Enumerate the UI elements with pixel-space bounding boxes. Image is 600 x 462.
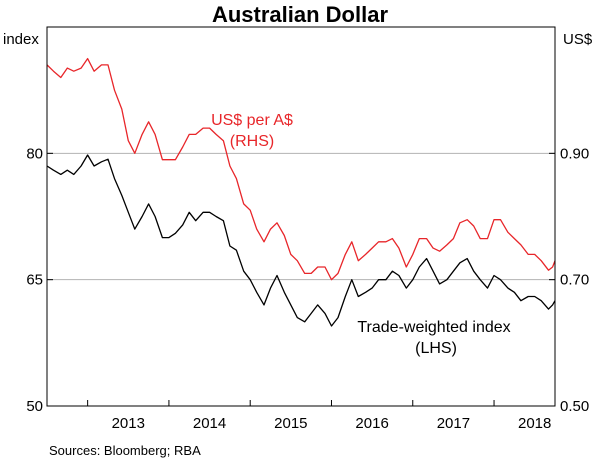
series-axis-note-twi: (LHS) [415, 340, 457, 357]
right-axis-unit: US$ [563, 31, 593, 48]
x-tick-label: 2017 [437, 415, 470, 432]
series-label-twi: Trade-weighted index [357, 319, 510, 336]
left-axis-unit: index [3, 31, 39, 48]
chart-title: Australian Dollar [212, 2, 388, 27]
axis-ticks: 50 65 80 0.50 0.70 0.90 2013 2014 2015 2016 2017 20… [26, 145, 589, 432]
series-label-usd: US$ per A$ [211, 112, 293, 129]
x-tick-label: 2013 [112, 415, 145, 432]
source-note: Sources: Bloomberg; RBA [49, 443, 201, 458]
x-tick-label: 2014 [193, 415, 226, 432]
gridlines [47, 152, 555, 281]
left-tick-label: 80 [26, 145, 43, 162]
plot-frame [46, 26, 556, 407]
right-tick-label: 0.90 [560, 145, 589, 162]
x-tick-label: 2018 [518, 415, 551, 432]
x-tick-label: 2016 [355, 415, 388, 432]
left-tick-label: 65 [26, 272, 43, 289]
right-tick-label: 0.70 [560, 272, 589, 289]
x-tick-label: 2015 [274, 415, 307, 432]
left-tick-label: 50 [26, 398, 43, 415]
series-line-usd [46, 57, 556, 281]
series-lines [46, 57, 556, 327]
series-line-twi [46, 154, 556, 327]
right-tick-label: 0.50 [560, 398, 589, 415]
series-axis-note-usd: (RHS) [230, 133, 274, 150]
